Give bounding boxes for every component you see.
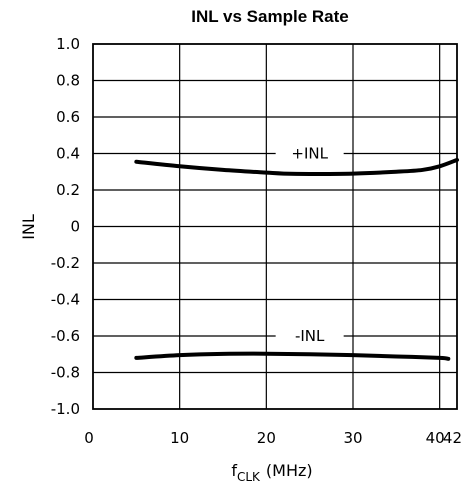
x-tick-label: 30 [343, 429, 362, 447]
series-label: +INL [291, 145, 328, 163]
x-tick-label: 42 [443, 429, 462, 447]
x-axis-label-subscript: CLK [237, 470, 261, 483]
y-tick-label: 0.6 [56, 108, 80, 126]
y-axis-label: INL [19, 214, 38, 240]
y-tick-label: 0.8 [56, 72, 80, 90]
y-tick-label: -1.0 [51, 400, 80, 418]
grid [93, 44, 457, 409]
tick-labels: 1.00.80.60.40.20-0.2-0.4-0.6-0.8-1.00 10 2… [51, 35, 462, 447]
y-tick-label: -0.6 [51, 327, 80, 345]
x-tick-label: 0 [84, 429, 94, 447]
plot-frame [92, 43, 458, 410]
y-tick-label: 0.2 [56, 181, 80, 199]
x-tick-label: 20 [257, 429, 276, 447]
y-tick-label: 1.0 [56, 35, 80, 53]
series-label-background [275, 326, 344, 346]
x-axis-label-unit: (MHz) [266, 461, 313, 480]
x-tick-label: 40 [426, 429, 445, 447]
series-line-plus-inl [134, 157, 459, 176]
series-label-background [275, 143, 344, 164]
series-line-minus-inl [134, 351, 451, 361]
y-tick-label: 0 [70, 218, 80, 236]
series-label: -INL [295, 327, 325, 345]
y-tick-label: 0.4 [56, 145, 80, 163]
y-tick-label: -0.8 [51, 364, 80, 382]
chart-title: INL vs Sample Rate [191, 7, 348, 26]
y-tick-label: -0.2 [51, 254, 80, 272]
x-axis-label: fCLK (MHz) [231, 461, 312, 483]
x-axis-label-main: f [231, 461, 237, 480]
y-tick-label: -0.4 [51, 291, 80, 309]
series-layer: +INL -INL [134, 143, 459, 361]
x-tick-label: 10 [170, 429, 189, 447]
